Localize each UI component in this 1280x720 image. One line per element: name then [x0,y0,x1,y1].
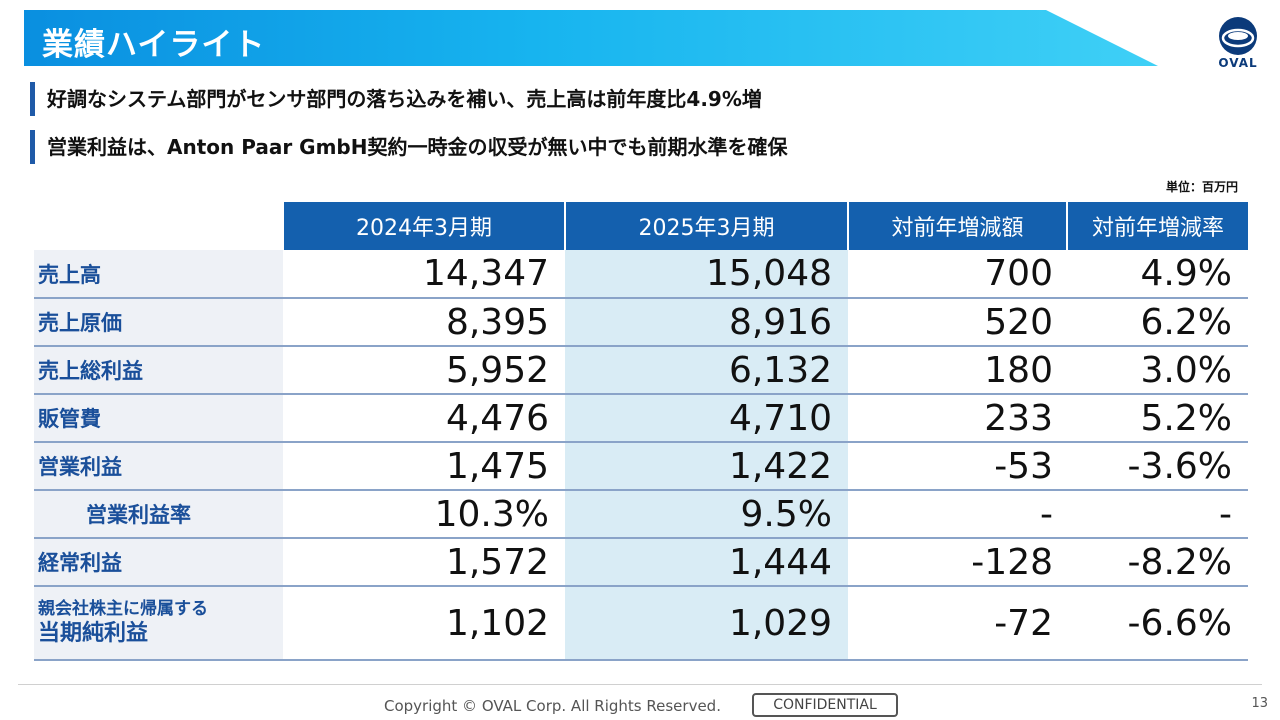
value-change: - [848,490,1067,539]
value-prev: 10.3% [283,490,565,539]
value-change: 180 [848,346,1067,395]
unit-label: 単位：百万円 [1165,180,1238,194]
value-curr: 1,444 [565,538,848,587]
title-banner [24,10,1158,66]
value-rate: 4.9% [1067,250,1248,299]
table-row: 営業利益率 10.3% 9.5% - - [34,490,1248,539]
table-row: 売上原価 8,395 8,916 520 6.2% [34,298,1248,347]
value-prev: 1,102 [283,586,565,661]
financial-highlights-table: 2024年3月期 2025年3月期 対前年増減額 対前年増減率 売上高 14,3… [34,202,1248,661]
table-row: 営業利益 1,475 1,422 -53 -3.6% [34,442,1248,491]
copyright-text: Copyright © OVAL Corp. All Rights Reserv… [384,697,721,715]
value-prev: 8,395 [283,298,565,347]
header-yoy-change: 対前年増減額 [847,202,1067,250]
table-row: 売上高 14,347 15,048 700 4.9% [34,250,1248,299]
table-row: 販管費 4,476 4,710 233 5.2% [34,394,1248,443]
value-rate: -3.6% [1067,442,1248,491]
value-change: 520 [848,298,1067,347]
confidential-badge: CONFIDENTIAL [752,693,898,717]
logo-text: OVAL [1218,56,1258,70]
row-label: 親会社株主に帰属する 当期純利益 [34,586,283,661]
value-rate: 5.2% [1067,394,1248,443]
value-change: -53 [848,442,1067,491]
value-change: 233 [848,394,1067,443]
value-change: -128 [848,538,1067,587]
row-label: 販管費 [34,394,283,443]
value-prev: 5,952 [283,346,565,395]
slide-title: 業績ハイライト [42,27,266,63]
row-label-small: 親会社株主に帰属する [38,599,208,619]
header-blank [34,202,283,250]
row-label: 売上総利益 [34,346,283,395]
page-number: 13 [1251,696,1268,711]
value-prev: 4,476 [283,394,565,443]
value-curr: 9.5% [565,490,848,539]
value-curr: 1,422 [565,442,848,491]
value-curr: 6,132 [565,346,848,395]
header-fy2025: 2025年3月期 [564,202,848,250]
value-change: -72 [848,586,1067,661]
row-label: 売上原価 [34,298,283,347]
value-rate: - [1067,490,1248,539]
headline-sales: 好調なシステム部門がセンサ部門の落ち込みを補い、売上高は前年度比4.9%増 [30,82,762,116]
value-prev: 1,475 [283,442,565,491]
row-label: 営業利益率 [34,490,283,539]
table-header-row: 2024年3月期 2025年3月期 対前年増減額 対前年増減率 [34,202,1248,250]
footer-divider [18,684,1262,685]
value-rate: 6.2% [1067,298,1248,347]
value-curr: 8,916 [565,298,848,347]
row-label: 経常利益 [34,538,283,587]
table-row: 経常利益 1,572 1,444 -128 -8.2% [34,538,1248,587]
headline-operating-profit: 営業利益は、Anton Paar GmbH契約一時金の収受が無い中でも前期水準を… [30,130,787,164]
value-rate: -8.2% [1067,538,1248,587]
table-row: 売上総利益 5,952 6,132 180 3.0% [34,346,1248,395]
value-prev: 14,347 [283,250,565,299]
value-curr: 15,048 [565,250,848,299]
value-change: 700 [848,250,1067,299]
value-curr: 4,710 [565,394,848,443]
value-rate: -6.6% [1067,586,1248,661]
value-prev: 1,572 [283,538,565,587]
value-rate: 3.0% [1067,346,1248,395]
value-curr: 1,029 [565,586,848,661]
row-label: 売上高 [34,250,283,299]
row-label-big: 当期純利益 [38,621,149,646]
row-label: 営業利益 [34,442,283,491]
header-fy2024: 2024年3月期 [282,202,565,250]
table-row: 親会社株主に帰属する 当期純利益 1,102 1,029 -72 -6.6% [34,586,1248,661]
oval-logo-icon [1219,17,1257,55]
header-yoy-rate: 対前年増減率 [1066,202,1248,250]
